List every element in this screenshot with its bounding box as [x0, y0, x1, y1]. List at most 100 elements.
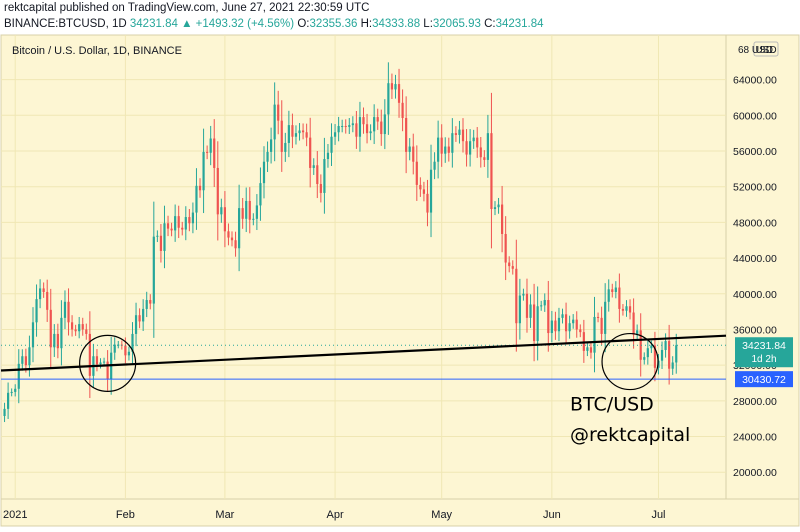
candle-body [472, 137, 475, 142]
close-value: 34231.84 [495, 18, 544, 30]
price-axis[interactable] [725, 34, 800, 500]
candle-body [461, 129, 465, 142]
candle-body [504, 233, 507, 263]
candle-body [248, 200, 251, 220]
candles [3, 62, 678, 423]
candle-body [618, 287, 621, 309]
candle-body [49, 309, 52, 348]
candle-body [223, 207, 226, 232]
price-tick-label: 60000.00 [733, 110, 777, 122]
candle-body [437, 137, 440, 162]
candle-body [124, 345, 127, 356]
candle-body [380, 121, 383, 135]
candle-body [213, 138, 216, 168]
candle-body [42, 288, 45, 292]
candle-body [412, 146, 415, 162]
candle-body [38, 288, 42, 300]
candle-body [255, 205, 258, 219]
candle-body [17, 363, 20, 389]
candle-body [106, 361, 109, 380]
candle-body [170, 228, 173, 231]
candle-body [326, 152, 330, 160]
currency-badge[interactable] [753, 41, 779, 57]
price-tick-label: 28000.00 [733, 396, 777, 408]
candle-body [166, 223, 170, 229]
candle-body [163, 223, 166, 251]
candle-body [195, 185, 198, 213]
candle-body [252, 218, 255, 220]
candle-body [444, 146, 447, 154]
candle-body [7, 392, 10, 409]
candle-body [323, 159, 326, 193]
candle-body [362, 117, 365, 125]
candle-body [131, 333, 134, 352]
candle-body [266, 151, 269, 162]
candle-body [305, 132, 308, 138]
candle-body [78, 324, 81, 332]
candle-body [234, 240, 237, 249]
candle-body [636, 330, 639, 335]
candle-body [191, 212, 195, 224]
candle-body [319, 184, 322, 193]
candle-body [397, 84, 401, 103]
price-tick-label: 64000.00 [733, 75, 777, 87]
candle-body [156, 235, 159, 237]
candle-body [138, 315, 141, 322]
candle-body [458, 129, 461, 135]
candle-body [561, 314, 564, 318]
ohlc-bar: BINANCE:BTCUSD, 1D 34231.84 ▲ +1493.32 (… [4, 18, 544, 30]
candle-body [298, 130, 301, 134]
candle-body [188, 217, 191, 224]
price-tick-label: 56000.00 [733, 146, 777, 158]
candle-body [330, 136, 333, 153]
candle-body [536, 306, 539, 342]
trendline [0, 334, 727, 372]
candle-body [333, 132, 337, 137]
time-tick-label: Mar [215, 509, 234, 521]
candle-body [540, 305, 543, 307]
candle-body [376, 117, 379, 122]
candle-body [589, 347, 593, 353]
price-change: ▲ +1493.32 (+4.56%) [181, 18, 295, 30]
candle-body [291, 125, 294, 137]
candle-body [621, 308, 625, 311]
candle-body [113, 344, 116, 353]
candle-body [515, 268, 518, 324]
candle-body [149, 300, 152, 304]
close-label: C: [484, 18, 496, 30]
candle-body [46, 291, 49, 310]
candle-body [564, 314, 568, 332]
candlestick-chart[interactable]: 20000.0024000.0028000.0032000.0036000.00… [0, 34, 800, 527]
candle-body [159, 235, 163, 251]
annotation-author: @rektcapital [570, 424, 690, 446]
open-label: O: [297, 18, 310, 30]
support-price-label: 30430.72 [742, 374, 786, 386]
candle-body [14, 388, 17, 392]
time-tick-label: Jul [651, 509, 665, 521]
candle-body [53, 333, 56, 348]
candle-body [202, 151, 205, 191]
candle-body [575, 319, 578, 330]
current-price-tag [735, 337, 793, 368]
candle-body [419, 184, 422, 190]
candle-body [198, 185, 202, 191]
price-tick-label: 44000.00 [733, 253, 777, 265]
candle-body [88, 333, 91, 376]
candle-body [227, 231, 230, 238]
candle-body [24, 356, 27, 366]
last-price: 34231.84 [129, 18, 178, 30]
candle-body [632, 312, 635, 335]
candle-body [508, 262, 511, 267]
candle-body [383, 114, 386, 135]
candle-body [294, 133, 298, 137]
candle-body [177, 216, 180, 228]
time-axis[interactable] [0, 498, 800, 527]
candle-body [127, 351, 131, 356]
axis-top-label: 68 USD [738, 45, 773, 56]
low-value: 32065.93 [432, 18, 481, 30]
candle-body [67, 301, 70, 323]
candle-body [21, 356, 24, 364]
candle-body [557, 317, 561, 332]
candle-body [216, 167, 219, 215]
high-value: 34333.88 [372, 18, 421, 30]
